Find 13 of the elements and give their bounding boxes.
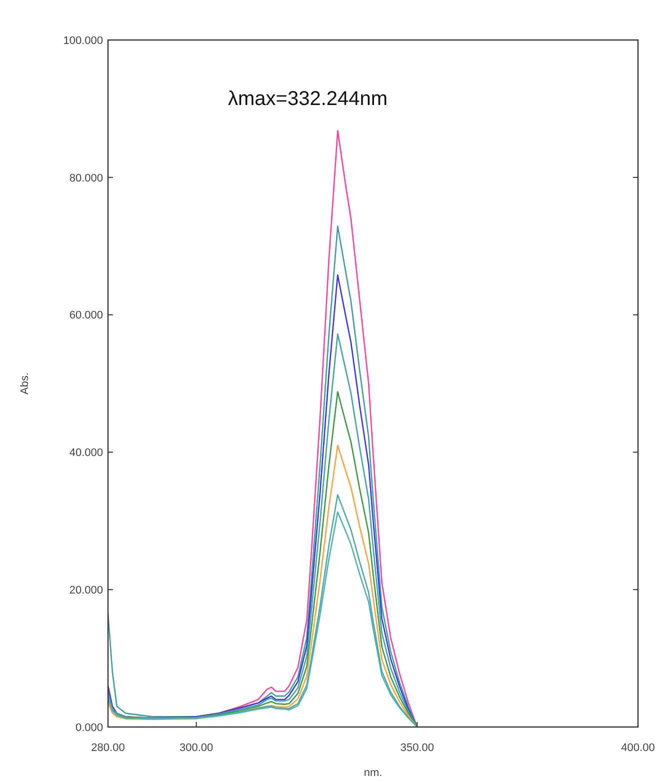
y-tick-label: 60.000 — [69, 310, 103, 322]
y-tick-label: 100.000 — [63, 34, 103, 47]
x-tick-label: 280.00 — [91, 742, 125, 754]
annotation: λmax=332.244nm — [228, 88, 388, 110]
x-tick-label: 300.00 — [180, 742, 214, 754]
x-axis-title: nm. — [364, 767, 382, 779]
y-tick-label: 40.000 — [69, 447, 103, 460]
y-tick-label: 80.000 — [69, 172, 103, 184]
y-axis-title: Abs. — [19, 372, 31, 395]
x-tick-label: 350.00 — [400, 742, 434, 754]
x-tick-label: 400.00 — [621, 742, 655, 754]
y-tick-label: 0.000 — [75, 722, 103, 734]
y-tick-label: 20.000 — [69, 584, 103, 596]
